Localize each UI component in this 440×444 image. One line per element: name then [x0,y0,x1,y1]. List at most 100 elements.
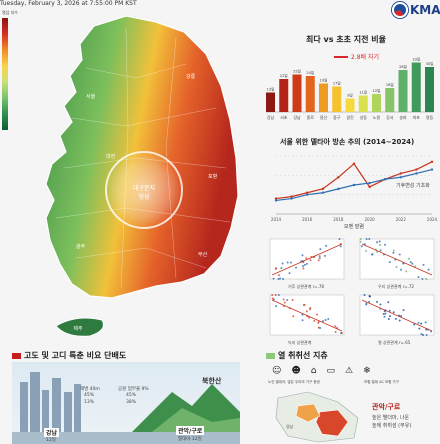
icon-caption-1: 노인 별대아, 많은 우리의 가구 증센 [268,380,320,384]
bar-label-11: 마포 [413,114,421,120]
bar-chart-annotation: 2.8배 차기 [334,52,379,61]
point-0-0 [274,197,278,200]
bar-label-5: 중구 [333,115,341,120]
scatter-point [418,327,421,330]
scatter-point [275,305,278,308]
icon-row: ☺ ☻ ⌂ ▭ ⚠ ❄ [272,366,371,376]
kma-logo: KMA [392,2,440,18]
scatter-point [319,248,322,251]
scatter-point [387,318,390,321]
scatter-point [388,315,391,318]
bar-label-7: 성동 [360,114,368,120]
bar-label-0: 강남 [267,114,275,120]
bar-chart-title: 최다 vs 초초 지전 비율 [306,35,386,44]
bar-value-12: 30일 [426,61,434,66]
scatter-point [282,278,285,280]
bar-2 [292,74,302,112]
scatter-point [382,312,385,315]
scatter-point [305,310,308,313]
bar-5 [332,86,342,112]
legend-colorbar [2,18,8,130]
bar-value-4: 19일 [320,78,328,83]
bar-value-0: 13일 [267,87,275,92]
scatter-point [402,309,405,312]
bar-value-11: 33일 [412,57,420,62]
point-1-1 [290,197,293,200]
region-label-daejeon: 대전 [106,153,116,160]
scatter-point [384,312,387,315]
house-icon: ⌂ [310,366,317,376]
kma-emblem-icon [392,2,408,18]
scatter-point [427,268,430,271]
scatter-point [363,294,366,296]
line-legend: 기후변성 기초화 [396,183,430,189]
scatter-point [303,303,306,306]
scatter-point [301,319,304,322]
scatter-point [295,266,298,269]
point-0-8 [399,172,402,175]
stat2-label: 공원 업무율 9% [118,387,149,392]
scatter-point [417,321,420,324]
x-tick-6: 2020 [365,217,376,222]
scatter-point [392,249,395,252]
scatter-point [281,262,284,265]
basin-label-2: 형성 [138,193,149,201]
scatter-point [359,240,362,243]
scatter-point [286,261,289,264]
bar-value-8: 12일 [373,88,381,93]
scatter-point [283,301,286,304]
scatter-point [398,253,401,256]
scatter-point [425,334,428,336]
scatter-point [424,321,427,324]
scatter-point [365,302,368,305]
scatter-point [365,238,368,240]
scatter-point [334,330,337,333]
bar-value-2: 25일 [293,69,301,74]
point-1-10 [430,168,434,171]
bar-10 [398,70,408,112]
elderly-icon: ☺ [272,366,282,376]
region-label-seoul: 서울 [86,93,96,100]
bar-label-9: 강서 [386,114,394,120]
scatter-point [274,267,277,270]
scatter-point [383,310,386,313]
scatter-point [309,259,312,262]
stat2-a: 45% [126,393,137,398]
altitude-title-text: 고도 및 고디 특춘 비요 단배도 [24,351,127,360]
scatter-point [301,264,304,267]
x-tick-10: 2024 [427,217,438,222]
point-1-7 [384,178,387,181]
scatter-caption-3: 녹지 상관관계 [288,340,312,345]
bar-value-3: 24일 [306,70,314,75]
scatter-caption-4: 열 상관관계 r=.65 [378,340,411,345]
bar-12 [425,67,434,112]
scatter-point [291,298,294,301]
point-1-3 [321,191,324,194]
scatter-point [277,274,280,277]
scatter-point [365,249,368,252]
scatter-point [340,332,343,335]
scatter-point [301,254,304,257]
scatter-point [394,317,397,320]
scatter-point [319,327,322,330]
scatter-point [282,298,285,301]
scatter-point [305,262,308,265]
legend-title: 열섬 지수 [2,10,18,15]
icon-caption-2: 보험 열대 AC 보험 가구 [364,380,399,384]
line-chart: 2014 2016 2018 2020 2022 2024 [271,155,438,222]
right-region-sub: 열대야 12일 [178,437,202,442]
scatter-point [421,278,424,280]
bar-label-1: 서초 [280,114,288,120]
mountain-label: 북한산 [202,377,222,385]
daegu-basin-highlight[interactable] [105,151,183,229]
scatter-point [422,263,425,266]
heat-map[interactable]: 대구분지 형성 서울 강릉 대전 광주 부산 포항 제주 [16,8,256,343]
right-region-label: 관악/구로 [176,426,205,435]
scatter-point [292,315,295,318]
scatter-point [305,257,308,260]
region-label-jeju: 제주 [73,325,83,332]
scatter-point [388,309,391,312]
scatter-point [387,301,390,304]
vuln-desc-1: 높은 별더마, 나운 [372,415,409,421]
bar-7 [358,95,368,112]
